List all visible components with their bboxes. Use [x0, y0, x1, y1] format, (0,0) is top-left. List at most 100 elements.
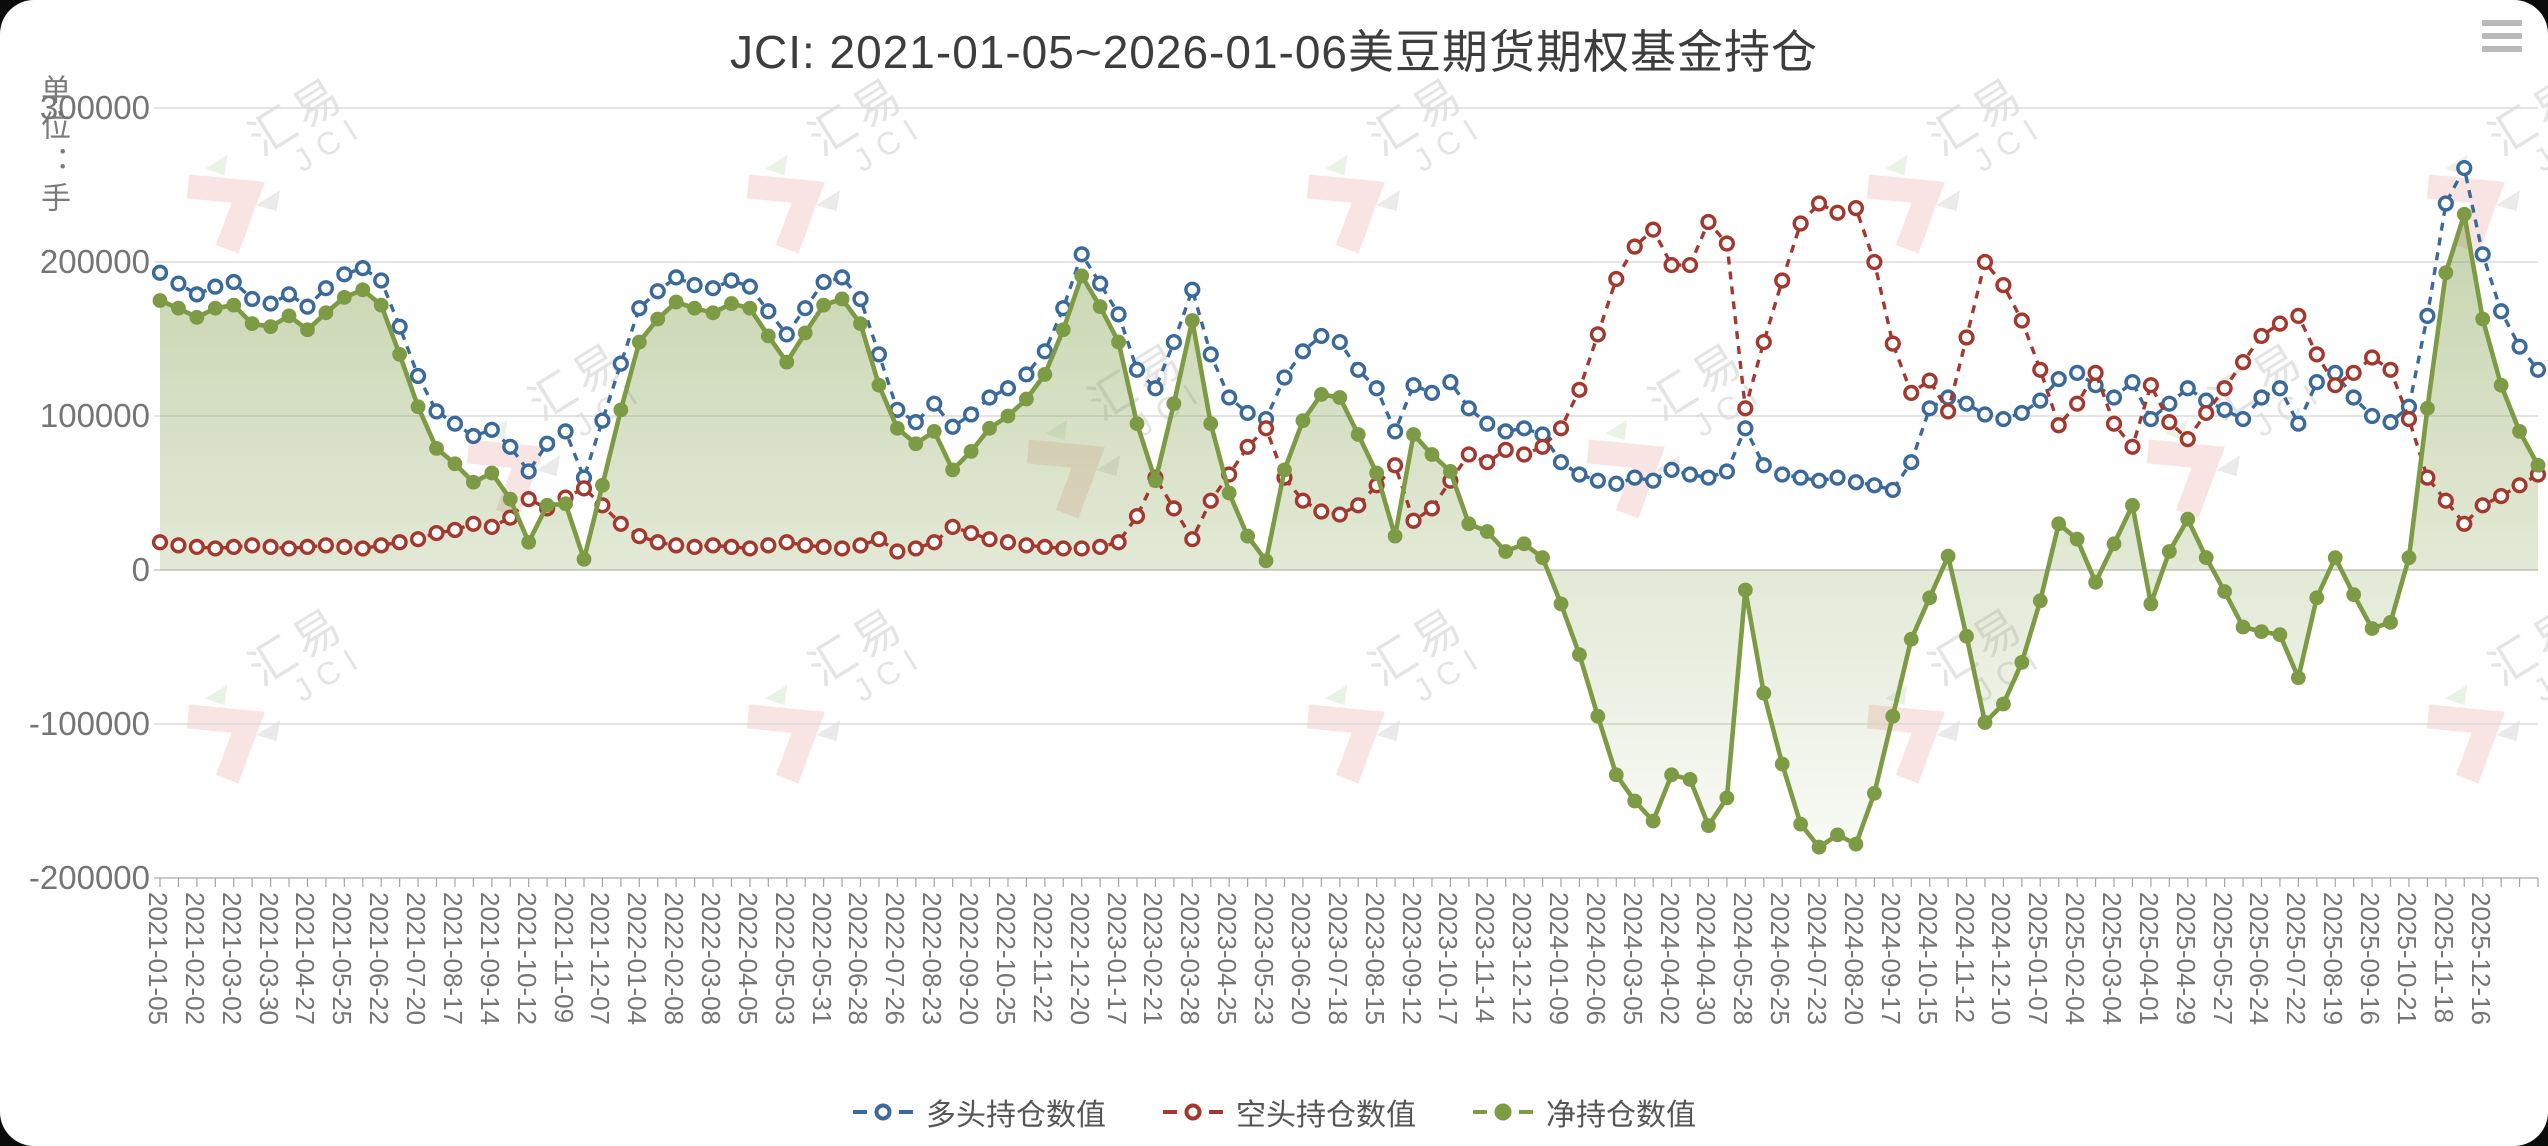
long-series-marker — [483, 421, 500, 438]
hamburger-menu-icon[interactable] — [2482, 20, 2522, 52]
long-series-line — [159, 163, 2540, 492]
chart-legend: 多头持仓数值 空头持仓数值 净持仓数值 — [0, 1090, 2548, 1134]
short-series-marker — [668, 537, 685, 554]
long-series-marker — [539, 435, 556, 452]
long-series-marker — [1589, 472, 1606, 489]
x-axis-tick-label: 2023-05-23 — [1249, 892, 1280, 1025]
short-series-marker — [299, 538, 316, 556]
net-series-marker — [1258, 553, 1274, 569]
short-series-marker — [2419, 469, 2436, 486]
short-series-marker — [1995, 277, 2012, 294]
short-series-marker — [2253, 327, 2270, 345]
net-series-marker — [945, 462, 961, 478]
short-series-marker — [280, 540, 298, 557]
long-series-marker — [704, 280, 722, 297]
long-series-marker — [354, 260, 371, 277]
short-series-marker — [1847, 200, 1865, 217]
x-axis-tick-label: 2024-02-06 — [1580, 892, 1611, 1025]
y-axis-tick-label: 300000 — [39, 89, 150, 126]
short-series-marker — [1165, 500, 1182, 517]
net-series-marker — [1498, 544, 1514, 559]
net-series-marker — [1424, 447, 1440, 462]
short-series-marker — [1350, 497, 1367, 514]
x-axis-tick-label: 2022-04-05 — [732, 892, 763, 1025]
long-series-marker — [1976, 406, 1994, 423]
short-series-marker — [207, 540, 224, 557]
legend-item-net[interactable]: 净持仓数值 — [1472, 1090, 1696, 1134]
long-series-marker — [1700, 469, 1717, 486]
long-series-marker — [2179, 380, 2196, 397]
net-series-marker — [1203, 416, 1219, 432]
long-series-marker — [1331, 333, 1348, 351]
long-series-marker — [612, 355, 629, 372]
short-series-marker — [2069, 395, 2086, 412]
short-series-marker — [1497, 441, 1514, 458]
short-series-marker — [1257, 420, 1275, 437]
legend-marker-icon — [1473, 1103, 1533, 1121]
short-series-marker — [225, 538, 242, 556]
net-series-marker — [687, 300, 702, 316]
long-series-marker — [1552, 454, 1570, 471]
x-axis-tick-label: 2025-06-24 — [2244, 892, 2275, 1025]
net-series-marker — [2290, 670, 2306, 686]
long-series-marker — [1202, 346, 1219, 363]
net-series-marker — [1664, 767, 1679, 783]
long-series-marker — [1221, 389, 1238, 406]
net-series-marker — [1406, 427, 1421, 442]
long-series-marker — [391, 318, 408, 335]
net-series-marker — [373, 297, 389, 313]
net-series-marker — [1129, 416, 1145, 432]
long-series-marker — [225, 273, 242, 291]
net-series-marker — [926, 424, 942, 439]
short-series-marker — [2308, 346, 2325, 363]
long-series-marker — [207, 278, 224, 295]
net-series-marker — [1811, 839, 1827, 855]
net-series-marker — [595, 477, 610, 493]
net-series-marker — [2032, 593, 2048, 609]
net-series-marker — [613, 402, 629, 418]
net-series-marker — [2383, 614, 2398, 630]
net-series-marker — [871, 377, 887, 393]
short-series-marker — [354, 540, 371, 557]
net-series-marker — [2161, 544, 2177, 559]
short-series-marker — [170, 537, 187, 554]
long-series-marker — [668, 269, 685, 286]
short-series-marker — [446, 521, 464, 539]
legend-label: 净持仓数值 — [1546, 1099, 1696, 1132]
short-series-marker — [1866, 253, 1883, 271]
net-series-marker — [2419, 400, 2435, 416]
short-series-marker — [428, 524, 445, 542]
short-series-marker — [1903, 384, 1920, 402]
x-axis-tick-label: 2023-04-25 — [1212, 892, 1243, 1025]
long-series-marker — [2437, 195, 2454, 212]
long-series-marker — [594, 412, 611, 429]
legend-item-long[interactable]: 多头持仓数值 — [852, 1090, 1106, 1134]
x-axis-tick-label: 2025-12-16 — [2465, 892, 2496, 1025]
menu-bar — [2482, 20, 2522, 26]
net-series-marker — [1479, 524, 1495, 539]
short-series-marker — [262, 538, 279, 556]
x-axis-tick-label: 2022-10-25 — [990, 892, 1021, 1025]
long-series-marker — [1774, 466, 1791, 483]
legend-item-short[interactable]: 空头持仓数值 — [1162, 1090, 1416, 1134]
short-series-marker — [1755, 333, 1772, 351]
long-series-marker — [2382, 414, 2399, 431]
long-series-marker — [963, 406, 980, 423]
net-series-marker — [2014, 655, 2030, 670]
long-series-marker — [2308, 374, 2325, 391]
x-axis-tick-label: 2023-12-12 — [1507, 892, 1538, 1025]
short-series-marker — [907, 540, 924, 557]
x-axis-tick-label: 2022-05-03 — [769, 892, 800, 1025]
net-series-marker — [742, 300, 758, 316]
net-series-marker — [1866, 785, 1882, 801]
short-series-marker — [1663, 256, 1680, 274]
x-axis-tick-label: 2022-11-22 — [1027, 892, 1058, 1024]
x-axis-tick-label: 2025-10-21 — [2391, 892, 2422, 1025]
x-axis-tick-label: 2021-06-22 — [364, 892, 395, 1025]
net-series-marker — [465, 474, 481, 490]
x-axis-tick-label: 2024-03-05 — [1617, 892, 1648, 1025]
long-series-marker — [1626, 469, 1643, 486]
long-series-marker — [1681, 466, 1699, 483]
long-series-marker — [1810, 472, 1828, 489]
short-series-marker — [778, 534, 795, 551]
